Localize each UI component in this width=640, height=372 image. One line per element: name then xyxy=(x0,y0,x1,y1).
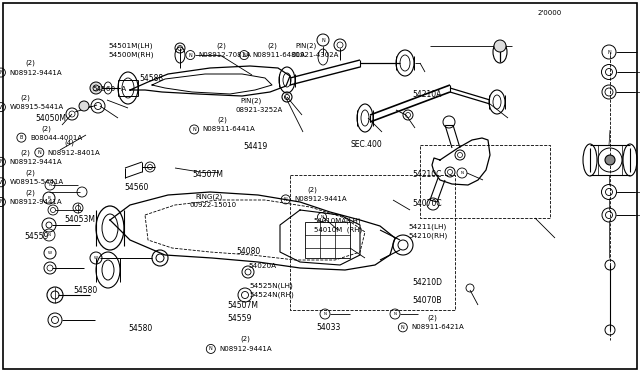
Text: 54010M  (RH): 54010M (RH) xyxy=(314,227,362,233)
Text: W08915-5441A: W08915-5441A xyxy=(10,179,63,185)
Text: (4): (4) xyxy=(64,140,74,147)
Text: W: W xyxy=(48,251,52,255)
Text: 00922-15010: 00922-15010 xyxy=(189,202,237,208)
Text: SEC.400: SEC.400 xyxy=(351,140,383,149)
Text: N08911-6421A: N08911-6421A xyxy=(412,324,464,330)
Text: 54053M: 54053M xyxy=(64,215,95,224)
Text: N: N xyxy=(49,183,51,187)
Text: N08912-9441A: N08912-9441A xyxy=(10,199,62,205)
Text: N: N xyxy=(47,233,51,237)
Text: N: N xyxy=(401,325,404,330)
Text: (2): (2) xyxy=(268,43,277,49)
Text: N: N xyxy=(188,52,192,58)
Text: N08912-9441A: N08912-9441A xyxy=(10,159,62,165)
Text: (2): (2) xyxy=(307,186,317,193)
Text: 54500M(RH): 54500M(RH) xyxy=(109,52,154,58)
Text: N08912-8401A: N08912-8401A xyxy=(48,150,100,155)
Text: N08912-9441A: N08912-9441A xyxy=(10,70,62,76)
Text: N08911-6441A: N08911-6441A xyxy=(203,126,255,132)
Text: 54033: 54033 xyxy=(317,323,341,332)
Text: 54210A: 54210A xyxy=(413,90,442,99)
Text: 54588: 54588 xyxy=(140,74,164,83)
Text: (2): (2) xyxy=(26,170,35,176)
Text: PIN(2): PIN(2) xyxy=(296,43,317,49)
Text: 2'0000: 2'0000 xyxy=(538,10,562,16)
Text: (2): (2) xyxy=(26,189,35,196)
Text: N08912-9441A: N08912-9441A xyxy=(294,196,347,202)
Text: N: N xyxy=(461,171,463,175)
Text: 54210D: 54210D xyxy=(413,278,443,287)
Text: N: N xyxy=(284,197,287,202)
Text: (2): (2) xyxy=(20,94,30,101)
Text: 54580: 54580 xyxy=(128,324,152,333)
Circle shape xyxy=(605,155,615,165)
Text: W: W xyxy=(0,180,3,185)
Text: 54070C: 54070C xyxy=(413,199,442,208)
Text: 54580: 54580 xyxy=(74,286,98,295)
Text: N: N xyxy=(323,312,326,316)
Text: (2): (2) xyxy=(42,125,51,132)
Text: N: N xyxy=(192,127,196,132)
Text: N: N xyxy=(0,159,3,164)
Circle shape xyxy=(90,82,102,94)
Text: 54507M: 54507M xyxy=(227,301,258,310)
Text: (2): (2) xyxy=(216,43,226,49)
Text: W08915-5441A: W08915-5441A xyxy=(10,104,63,110)
Circle shape xyxy=(494,40,506,52)
Text: W: W xyxy=(94,256,98,260)
Text: N: N xyxy=(0,199,3,205)
Text: 54210(RH): 54210(RH) xyxy=(408,233,447,240)
Text: (2): (2) xyxy=(20,149,30,156)
Text: 00921-4302A: 00921-4302A xyxy=(291,52,339,58)
Text: N: N xyxy=(37,150,41,155)
Text: 54050M: 54050M xyxy=(35,114,66,123)
Text: 54020A: 54020A xyxy=(248,263,276,269)
Text: N: N xyxy=(394,312,397,316)
Text: 54525N(LH): 54525N(LH) xyxy=(250,282,293,289)
Text: PIN(2): PIN(2) xyxy=(240,97,261,104)
Text: 54501M(LH): 54501M(LH) xyxy=(109,43,154,49)
Text: N: N xyxy=(209,346,212,352)
Bar xyxy=(305,222,350,258)
Circle shape xyxy=(79,101,89,111)
Text: 54010MA(LH): 54010MA(LH) xyxy=(314,217,361,224)
Text: 54419: 54419 xyxy=(243,142,268,151)
Text: B: B xyxy=(47,196,51,200)
Text: N08912-7081A: N08912-7081A xyxy=(199,52,252,58)
Text: B08044-4001A: B08044-4001A xyxy=(30,135,82,141)
Text: W: W xyxy=(0,105,3,110)
Text: 54559: 54559 xyxy=(24,232,49,241)
Text: N08911-6481A: N08911-6481A xyxy=(253,52,305,58)
Text: N: N xyxy=(321,38,325,42)
Text: RING(2): RING(2) xyxy=(195,193,223,200)
Text: 54559: 54559 xyxy=(227,314,252,323)
Text: 54560+A: 54560+A xyxy=(93,86,127,92)
Text: 54507M: 54507M xyxy=(192,170,223,179)
Text: N: N xyxy=(0,70,3,75)
Text: 54070B: 54070B xyxy=(413,296,442,305)
Text: 08921-3252A: 08921-3252A xyxy=(236,107,283,113)
Text: (2): (2) xyxy=(218,117,227,124)
Text: (2): (2) xyxy=(240,335,250,342)
Text: B: B xyxy=(20,135,23,140)
Text: (2): (2) xyxy=(428,315,437,321)
Text: N08912-9441A: N08912-9441A xyxy=(220,346,272,352)
Text: (2): (2) xyxy=(26,60,35,67)
Text: N: N xyxy=(607,49,611,55)
Text: N: N xyxy=(321,215,323,219)
Text: 54210C: 54210C xyxy=(413,170,442,179)
Text: 54080: 54080 xyxy=(237,247,261,256)
Text: 54211(LH): 54211(LH) xyxy=(408,224,447,230)
Text: N: N xyxy=(242,52,246,58)
Text: 54524N(RH): 54524N(RH) xyxy=(250,292,294,298)
Text: 54560: 54560 xyxy=(125,183,149,192)
